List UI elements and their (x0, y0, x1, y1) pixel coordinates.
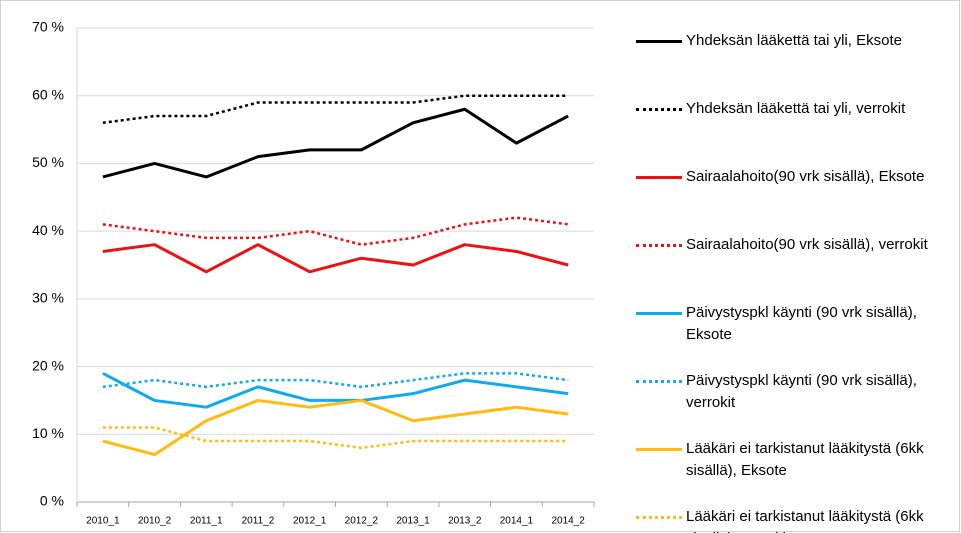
series-line (102, 426, 569, 450)
x-tick-label: 2014_1 (500, 516, 534, 527)
x-tick-label: 2013_2 (448, 516, 482, 527)
legend-swatch (636, 40, 682, 43)
legend-swatch (636, 108, 682, 111)
legend-swatch (636, 516, 682, 519)
x-tick-label: 2014_2 (551, 516, 585, 527)
legend-swatch (636, 380, 682, 383)
legend-label: Yhdeksän lääkettä tai yli, Eksote (686, 32, 902, 49)
x-tick-label: 2012_2 (345, 516, 379, 527)
x-tick-label: 2013_1 (396, 516, 430, 527)
y-tick-label: 50 % (32, 154, 64, 170)
x-tick-label: 2011_2 (242, 516, 275, 527)
legend-label: Sairaalahoito(90 vrk sisällä), verrokit (686, 236, 928, 253)
y-tick-label: 60 % (32, 86, 64, 102)
series-line (102, 94, 569, 125)
legend-label: Lääkäri ei tarkistanut lääkitystä (6kk s… (686, 508, 924, 533)
y-tick-label: 20 % (32, 357, 64, 373)
y-tick-label: 0 % (40, 493, 64, 509)
x-tick-label: 2012_1 (293, 516, 327, 527)
series-line (102, 243, 569, 274)
legend-label: Sairaalahoito(90 vrk sisällä), Eksote (686, 168, 925, 185)
y-tick-label: 40 % (32, 222, 64, 238)
y-tick-label: 10 % (32, 425, 64, 441)
series-line (102, 107, 569, 179)
legend-swatch (636, 312, 682, 315)
legend-label: Päivystyspkl käynti (90 vrk sisällä), ve… (686, 372, 917, 411)
series-line (102, 372, 569, 389)
series-line (102, 216, 569, 246)
y-tick-label: 70 % (32, 19, 64, 35)
x-tick-label: 2010_1 (86, 516, 120, 527)
legend-swatch (636, 448, 682, 451)
legend-swatch (636, 176, 682, 179)
x-tick-label: 2011_1 (190, 516, 223, 527)
series-line (102, 372, 569, 409)
x-tick-label: 2010_2 (138, 516, 172, 527)
legend-swatch (636, 244, 682, 247)
y-tick-label: 30 % (32, 290, 64, 306)
legend-label: Lääkäri ei tarkistanut lääkitystä (6kk s… (686, 440, 924, 479)
legend-label: Päivystyspkl käynti (90 vrk sisällä), Ek… (686, 304, 917, 343)
legend-label: Yhdeksän lääkettä tai yli, verrokit (686, 100, 906, 117)
series-line (102, 398, 569, 457)
